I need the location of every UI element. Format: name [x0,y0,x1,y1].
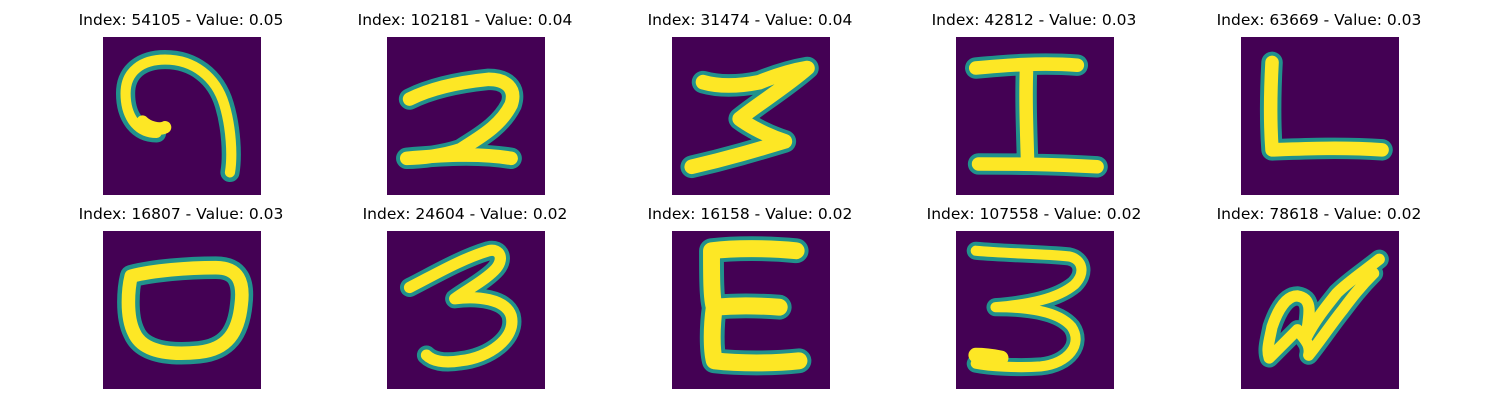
panel-9: Index: 107558 - Value: 0.02 [914,205,1154,389]
panel-title: Index: 102181 - Value: 0.04 [357,11,573,29]
panel-title: Index: 16807 - Value: 0.03 [78,205,284,223]
glyph-3-wide [956,231,1114,389]
panel-5: Index: 63669 - Value: 0.03 [1199,11,1439,195]
panel-title: Index: 16158 - Value: 0.02 [647,205,853,223]
panel-6: Index: 16807 - Value: 0.03 [61,205,301,389]
glyph-2 [387,37,545,195]
digit-image [387,37,545,195]
glyph-9-spiral [103,37,261,195]
glyph-3 [387,231,545,389]
digit-image [103,231,261,389]
panel-3: Index: 31474 - Value: 0.04 [630,11,870,195]
panel-title: Index: 54105 - Value: 0.05 [78,11,284,29]
panel-title: Index: 63669 - Value: 0.03 [1216,11,1422,29]
panel-7: Index: 24604 - Value: 0.02 [345,205,585,389]
glyph-I [956,37,1114,195]
glyph-E [672,231,830,389]
glyph-zigzag [672,37,830,195]
glyph-loop-scribble [1241,231,1399,389]
panel-10: Index: 78618 - Value: 0.02 [1199,205,1439,389]
digit-image [672,37,830,195]
digit-image [1241,231,1399,389]
panel-title: Index: 78618 - Value: 0.02 [1216,205,1422,223]
digit-image [956,231,1114,389]
digit-image [103,37,261,195]
glyph-0 [103,231,261,389]
panel-1: Index: 54105 - Value: 0.05 [61,11,301,195]
digit-image [672,231,830,389]
digit-image [1241,37,1399,195]
glyph-L [1241,37,1399,195]
panel-4: Index: 42812 - Value: 0.03 [914,11,1154,195]
panel-title: Index: 42812 - Value: 0.03 [931,11,1137,29]
digit-image [387,231,545,389]
digit-image [956,37,1114,195]
panel-title: Index: 31474 - Value: 0.04 [647,11,853,29]
panel-title: Index: 24604 - Value: 0.02 [362,205,568,223]
panel-title: Index: 107558 - Value: 0.02 [926,205,1142,223]
panel-2: Index: 102181 - Value: 0.04 [345,11,585,195]
panel-8: Index: 16158 - Value: 0.02 [630,205,870,389]
